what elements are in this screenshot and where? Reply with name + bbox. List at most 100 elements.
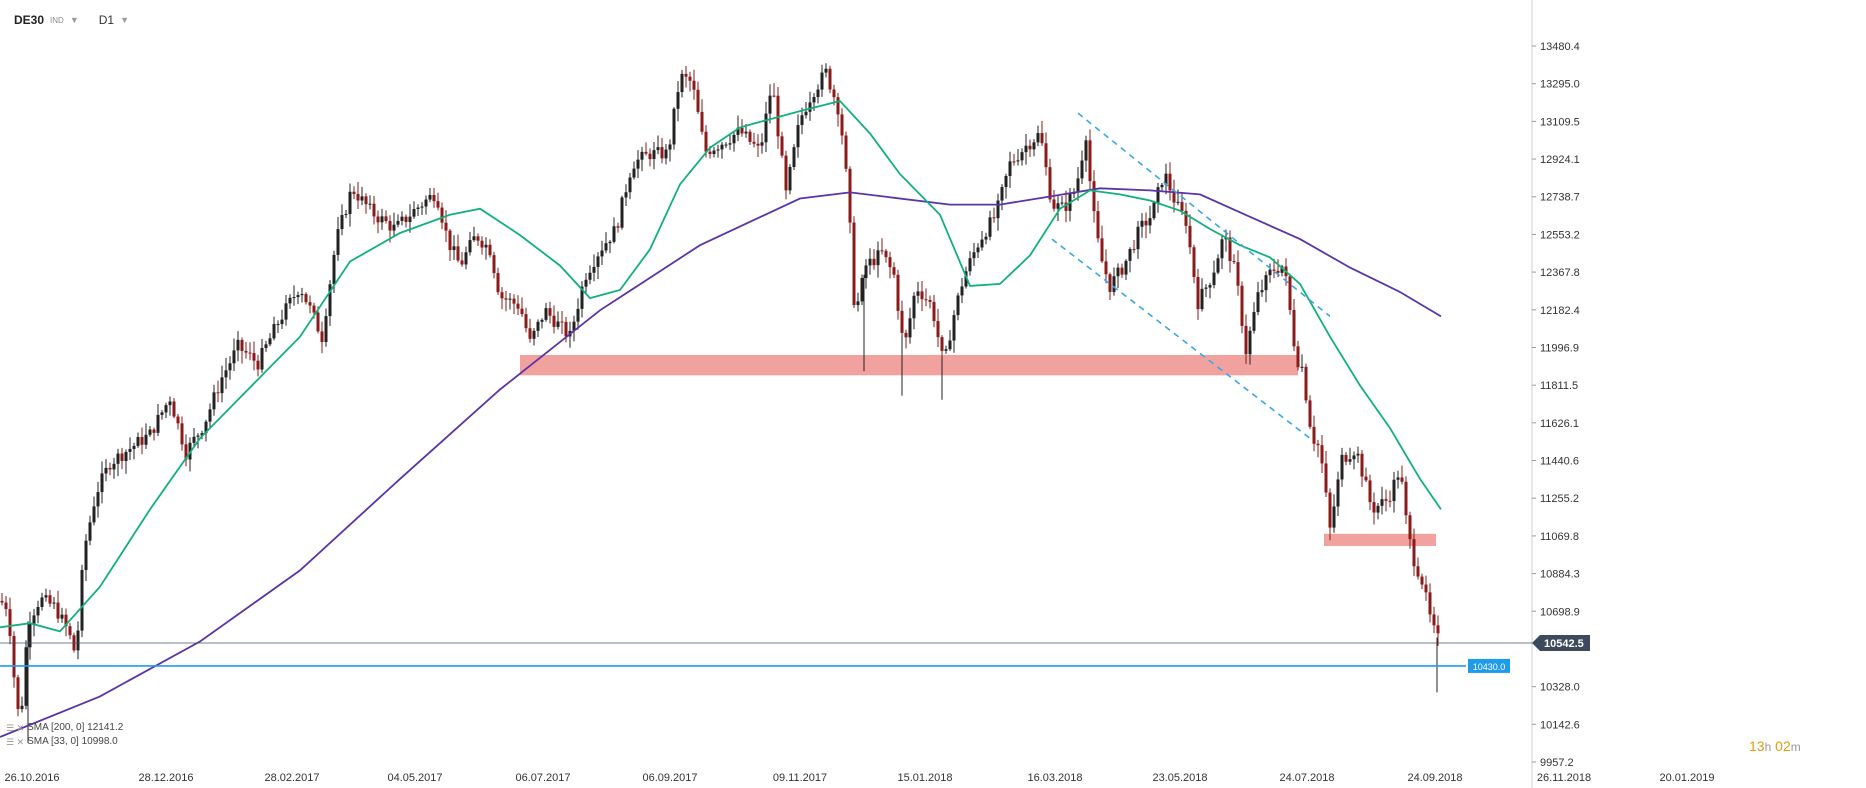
candle-up <box>1252 312 1256 331</box>
candle-up <box>336 229 340 255</box>
candle-down <box>756 143 760 146</box>
candle-down <box>1428 592 1432 615</box>
x-tick-label: 24.09.2018 <box>1407 772 1462 784</box>
chevron-down-icon[interactable]: ▼ <box>69 15 79 25</box>
candle-down <box>516 303 520 309</box>
candle-up <box>472 236 476 241</box>
candle-up <box>636 159 640 169</box>
candle-up <box>640 151 644 160</box>
candle-down <box>1144 220 1148 226</box>
candle-down <box>920 291 924 300</box>
candle-up <box>976 247 980 253</box>
candle-down <box>560 321 564 323</box>
candle-up <box>80 570 84 631</box>
candle-up <box>368 203 372 205</box>
candle-down <box>352 191 356 194</box>
symbol-label[interactable]: DE30 <box>14 13 45 27</box>
y-tick-label: 11626.1 <box>1540 418 1579 430</box>
candle-down <box>1184 210 1188 226</box>
candle-down <box>460 260 464 265</box>
candle-up <box>1084 140 1088 161</box>
candle-up <box>912 295 916 319</box>
candle-down <box>436 201 440 208</box>
instrument-type-tag: IND <box>50 15 64 25</box>
candle-down <box>1412 539 1416 567</box>
candle-up <box>1000 187 1004 201</box>
candle-down <box>1196 276 1200 310</box>
candle-up <box>84 540 88 571</box>
candle-down <box>772 95 776 97</box>
candle-down <box>524 314 528 329</box>
candle-up <box>280 319 284 325</box>
candle-up <box>1300 366 1304 368</box>
level-label: 10430.0 <box>1473 662 1506 672</box>
candle-down <box>660 147 664 159</box>
candle-down <box>320 331 324 342</box>
candle-down <box>1064 202 1068 211</box>
candle-up <box>952 315 956 341</box>
y-tick-label: 9957.2 <box>1540 757 1574 769</box>
candle-up <box>1256 292 1260 313</box>
candle-up <box>556 321 560 327</box>
candle-up <box>732 134 736 144</box>
candle-up <box>856 301 860 306</box>
candle-up <box>160 412 164 415</box>
candle-up <box>796 125 800 148</box>
candle-up <box>596 256 600 267</box>
candle-down <box>1368 480 1372 503</box>
candle-up <box>144 434 148 445</box>
candle-up <box>168 401 172 406</box>
candle-up <box>764 113 768 143</box>
chevron-down-icon[interactable]: ▼ <box>120 15 129 25</box>
candle-up <box>716 149 720 151</box>
x-tick-label: 26.11.2018 <box>1537 772 1591 784</box>
legend-settings-icon[interactable]: ☰ ✕ <box>6 723 25 733</box>
candle-up <box>964 271 968 287</box>
channel-layer <box>1051 112 1331 439</box>
candle-up <box>116 453 120 464</box>
legend-row[interactable]: ☰ ✕ SMA [33, 0] 10998.0 <box>6 735 123 749</box>
candle-up <box>600 250 604 257</box>
candle-up <box>92 506 96 523</box>
candle-up <box>1392 479 1396 502</box>
candle-up <box>136 437 140 446</box>
candle-up <box>484 244 488 248</box>
candle-up <box>1260 290 1264 293</box>
candle-down <box>1408 515 1412 540</box>
candle-down <box>776 95 780 137</box>
candle-up <box>1148 218 1152 226</box>
candle-down <box>1308 400 1312 427</box>
y-tick-label: 13480.4 <box>1540 41 1580 53</box>
candle-up <box>1268 269 1272 276</box>
candle-up <box>1204 287 1208 289</box>
candle-down <box>16 677 20 710</box>
candle-down <box>308 302 312 306</box>
candle-up <box>1020 152 1024 161</box>
candle-up <box>604 243 608 251</box>
candle-up <box>536 321 540 331</box>
candle-down <box>1316 443 1320 446</box>
legend-row[interactable]: ☰ ✕ SMA [200, 0] 12141.2 <box>6 721 123 735</box>
legend-label: SMA [200, 0] 12141.2 <box>27 722 124 733</box>
candle-down <box>844 135 848 169</box>
level-tag <box>1468 658 1510 673</box>
candle-up <box>1332 506 1336 528</box>
support-resistance-zone <box>520 354 1298 376</box>
candle-up <box>272 324 276 339</box>
candle-up <box>1340 454 1344 480</box>
legend-settings-icon[interactable]: ☰ ✕ <box>6 737 25 747</box>
candle-up <box>592 266 596 273</box>
candle-down <box>928 299 932 302</box>
x-tick-label: 26.10.2016 <box>4 772 59 784</box>
candle-down <box>1108 274 1112 292</box>
timeframe-label[interactable]: D1 <box>98 13 115 27</box>
sma-layer <box>0 99 1442 738</box>
candle-up <box>1112 276 1116 292</box>
candle-up <box>292 297 296 299</box>
candle-down <box>836 97 840 115</box>
y-tick-label: 12367.8 <box>1540 267 1580 279</box>
candle-up <box>1380 499 1384 506</box>
candle-up <box>1160 184 1164 188</box>
candle-countdown: 13h 02m <box>1749 738 1801 754</box>
